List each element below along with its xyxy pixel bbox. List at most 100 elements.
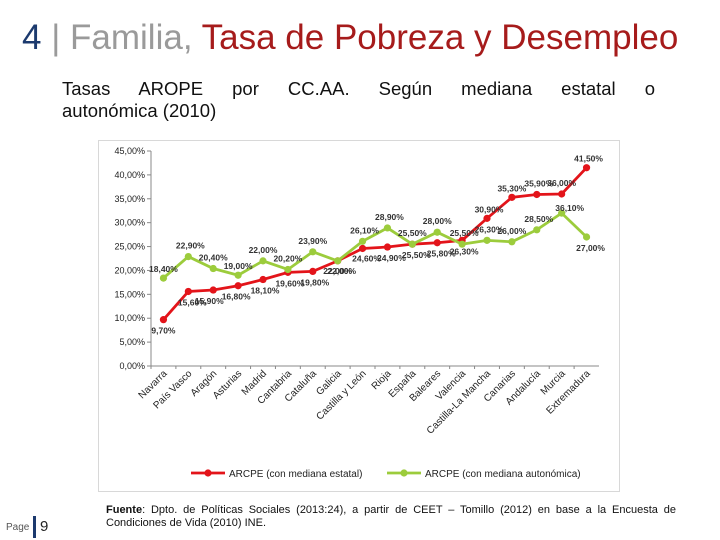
data-label: 19,00% — [224, 261, 253, 271]
data-label: 28,50% — [524, 214, 553, 224]
series-point — [209, 264, 217, 273]
data-label: 28,00% — [423, 216, 452, 226]
source-text: : Dpto. de Políticas Sociales (2013:24),… — [106, 504, 676, 529]
series-point — [582, 233, 591, 241]
data-label: 41,50% — [574, 154, 603, 164]
series-point — [334, 257, 342, 265]
data-label: 15,90% — [195, 296, 224, 306]
data-label: 22,90% — [176, 241, 205, 251]
data-label: 22,00% — [327, 266, 356, 276]
y-tick-label: 15,00% — [114, 289, 145, 299]
legend-label: ARCPE (con mediana estatal) — [229, 469, 362, 480]
series-point — [433, 239, 441, 247]
legend-label: ARCPE (con mediana autonómica) — [425, 469, 581, 480]
series-point — [358, 244, 367, 253]
data-label: 28,90% — [375, 212, 404, 222]
data-label: 26,30% — [475, 224, 504, 234]
series-point — [508, 238, 516, 246]
series-point — [483, 236, 491, 244]
series-line — [162, 211, 588, 280]
data-label: 15,60% — [178, 297, 207, 307]
subtitle-line-1: Tasas AROPE por CC.AA. Según mediana est… — [62, 78, 655, 99]
series-point — [383, 243, 392, 251]
data-label: 26,00% — [497, 226, 526, 236]
series-line — [162, 166, 588, 321]
series-point — [433, 228, 441, 236]
page-label: Page — [6, 522, 30, 533]
series-point — [383, 224, 392, 232]
series-point — [159, 316, 168, 324]
series-point — [309, 267, 317, 275]
data-label: 35,30% — [497, 183, 526, 193]
series-point — [408, 240, 416, 248]
legend-marker — [400, 469, 408, 477]
data-label: 26,10% — [350, 225, 379, 235]
source-note: Fuente: Dpto. de Políticas Sociales (201… — [106, 504, 676, 530]
series-point — [209, 286, 217, 294]
series-point — [309, 248, 317, 256]
data-label: 35,90% — [524, 178, 553, 188]
page-title: 4 | Familia, Tasa de Pobreza y Desempleo — [22, 18, 678, 58]
y-tick-label: 35,00% — [114, 194, 145, 204]
data-label: 18,10% — [251, 286, 280, 296]
source-label: Fuente — [106, 504, 143, 516]
data-label: 25,50% — [450, 228, 479, 238]
series-point — [358, 237, 367, 245]
data-label: 30,90% — [475, 204, 504, 214]
series-point — [184, 252, 192, 261]
series-point — [558, 209, 566, 217]
series-point — [483, 214, 491, 222]
page-number: 9 — [40, 518, 49, 535]
legend-marker — [204, 469, 212, 477]
data-label: 20,40% — [199, 253, 228, 263]
data-label: 25,50% — [398, 228, 427, 238]
data-label: 36,10% — [555, 203, 584, 213]
data-label: 27,00% — [576, 243, 605, 253]
series-point — [159, 274, 168, 282]
y-tick-label: 25,00% — [114, 242, 145, 252]
title-grey-part: Familia, — [70, 18, 193, 57]
subtitle-line-2: autonómica (2010) — [62, 100, 217, 121]
data-label: 22,00% — [323, 266, 352, 276]
data-label: 19,60% — [275, 278, 304, 288]
series-point — [533, 226, 541, 234]
series-point — [234, 271, 242, 279]
data-label: 24,60% — [352, 253, 381, 263]
y-tick-label: 30,00% — [114, 218, 145, 228]
data-label: 16,80% — [222, 292, 251, 302]
y-tick-label: 20,00% — [114, 265, 145, 275]
chart-subtitle: Tasas AROPE por CC.AA. Según mediana est… — [62, 78, 655, 122]
y-tick-label: 0,00% — [119, 361, 145, 371]
series-point — [284, 265, 292, 274]
title-red-part: Tasa de Pobreza y Desempleo — [201, 18, 679, 57]
y-tick-label: 45,00% — [114, 146, 145, 156]
series-point — [458, 240, 466, 248]
data-label: 25,50% — [402, 250, 431, 260]
title-separator: | — [51, 18, 61, 57]
series-point — [259, 257, 267, 265]
data-label: 24,90% — [377, 253, 406, 263]
data-label: 25,80% — [427, 249, 456, 259]
y-tick-label: 5,00% — [119, 337, 145, 347]
series-point — [508, 193, 516, 201]
data-label: 26,30% — [450, 246, 479, 256]
data-label: 22,00% — [249, 245, 278, 255]
data-label: 36,00% — [547, 178, 576, 188]
data-label: 23,90% — [298, 236, 327, 246]
data-label: 18,40% — [149, 264, 178, 274]
section-number: 4 — [22, 18, 42, 57]
footer-divider — [33, 516, 36, 538]
series-point — [582, 164, 591, 172]
line-chart: 0,00% 5,00% 10,00% 15,00% 20,00% 25,00% 30,00%… — [114, 146, 605, 480]
series-point — [184, 287, 192, 296]
series-point — [558, 190, 566, 198]
data-label: 9,70% — [151, 326, 176, 336]
series-point — [259, 275, 267, 284]
y-tick-label: 10,00% — [114, 313, 145, 323]
y-tick-label: 40,00% — [114, 170, 145, 180]
series-point — [234, 282, 242, 290]
data-label: 20,20% — [273, 253, 302, 263]
chart-container: 0,00% 5,00% 10,00% 15,00% 20,00% 25,00% 30,00%… — [98, 140, 620, 492]
data-label: 19,80% — [300, 277, 329, 287]
series-point — [533, 190, 541, 199]
